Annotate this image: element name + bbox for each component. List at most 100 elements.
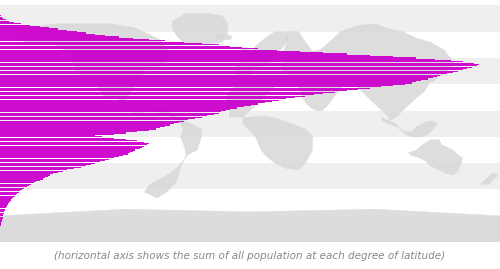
Bar (0, 160, 104, 161)
Bar (0, 70, 458, 72)
Bar (0, 171, 63, 172)
Bar (0, 196, 15, 197)
Bar (0, 21, 10, 22)
Bar (0, 211, 4, 213)
Bar (0, 189, 22, 190)
Bar (0, 17, 2, 18)
Bar (0, 59, 435, 60)
Bar (0, 32, 500, 58)
Bar (0, 95, 304, 97)
Bar (0, 132, 126, 133)
Bar (0, 127, 160, 128)
Bar (0, 150, 135, 151)
Bar (0, 218, 2, 219)
Bar (0, 163, 500, 189)
Bar (0, 151, 132, 152)
Bar (0, 45, 230, 47)
Bar (0, 155, 124, 156)
Bar (0, 186, 26, 187)
Bar (0, 106, 244, 107)
Bar (0, 122, 179, 123)
Bar (0, 97, 296, 98)
Bar (0, 111, 221, 112)
Bar (0, 42, 184, 43)
Polygon shape (382, 117, 438, 137)
Bar (0, 58, 500, 84)
Bar (0, 63, 474, 64)
Bar (0, 163, 96, 164)
Bar (0, 182, 34, 183)
Bar (0, 198, 12, 199)
Polygon shape (480, 174, 497, 184)
Bar (0, 185, 29, 186)
Bar (0, 24, 30, 26)
Bar (0, 176, 48, 177)
Bar (0, 153, 128, 155)
Bar (0, 30, 68, 31)
Bar (0, 128, 156, 130)
Bar (0, 138, 114, 139)
Bar (0, 27, 49, 28)
Bar (0, 123, 174, 124)
Bar (0, 38, 132, 39)
Bar (0, 118, 196, 119)
Bar (0, 52, 324, 53)
Bar (0, 175, 50, 176)
Polygon shape (236, 32, 289, 76)
Bar (0, 177, 46, 178)
Bar (0, 34, 96, 35)
Bar (0, 55, 370, 56)
Bar (0, 48, 258, 49)
Bar (0, 23, 21, 24)
Text: (horizontal axis shows the sum of all population at each degree of latitude): (horizontal axis shows the sum of all po… (54, 250, 446, 261)
Bar (0, 147, 142, 148)
Bar (0, 157, 114, 158)
Bar (0, 109, 230, 110)
Bar (0, 79, 428, 80)
Bar (0, 94, 314, 95)
Bar (0, 217, 3, 218)
Bar (0, 159, 110, 160)
Bar (0, 54, 346, 55)
Bar (0, 131, 137, 132)
Bar (0, 19, 6, 20)
Bar (0, 209, 6, 210)
Bar (0, 101, 272, 102)
Bar (0, 86, 382, 87)
Bar (0, 39, 149, 40)
Bar (0, 43, 202, 44)
Bar (0, 125, 170, 126)
Bar (0, 40, 165, 41)
Polygon shape (216, 34, 232, 40)
Bar (0, 161, 100, 162)
Bar (0, 141, 144, 143)
Bar (0, 165, 86, 167)
Bar (0, 206, 6, 207)
Bar (0, 64, 479, 65)
Bar (0, 189, 500, 216)
Bar (0, 60, 451, 61)
Bar (0, 22, 14, 23)
Bar (0, 184, 32, 185)
Bar (0, 88, 370, 89)
Bar (0, 146, 144, 147)
Bar (0, 84, 500, 111)
Bar (0, 126, 165, 127)
Bar (0, 207, 6, 208)
Bar (0, 67, 472, 68)
Bar (0, 201, 10, 202)
Bar (0, 111, 500, 137)
Bar (0, 107, 237, 108)
Bar (0, 144, 146, 145)
Bar (0, 100, 279, 101)
Bar (0, 57, 416, 59)
Bar (0, 143, 149, 144)
Bar (0, 56, 393, 57)
Bar (0, 194, 16, 195)
Bar (0, 76, 437, 77)
Bar (0, 102, 265, 103)
Bar (0, 5, 500, 32)
Bar (0, 193, 18, 194)
Bar (0, 104, 258, 105)
Bar (0, 210, 4, 211)
